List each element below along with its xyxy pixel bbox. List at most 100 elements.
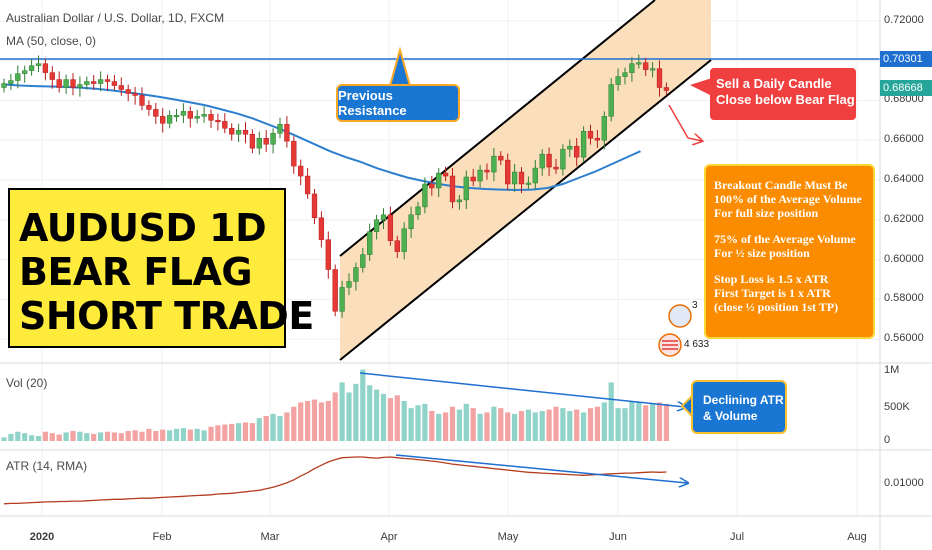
volume-bar: [367, 385, 373, 441]
rule-full-size: Breakout Candle Must Be 100% of the Aver…: [714, 178, 862, 220]
candle-down: [242, 130, 249, 135]
volume-bar: [173, 428, 180, 441]
volume-bar: [208, 426, 214, 441]
candle-down: [298, 165, 304, 177]
candle-down: [546, 153, 552, 168]
candle-up: [401, 228, 407, 252]
volume-bar: [104, 431, 111, 441]
candle-up: [173, 115, 180, 118]
volume-bar: [298, 402, 304, 441]
price-axis-tick: 0.66000: [884, 133, 924, 146]
candle-up: [166, 115, 173, 124]
price-axis-tick: 0.62000: [884, 212, 924, 225]
volume-bar: [201, 430, 207, 441]
resistance-price-tag: 0.70301: [880, 51, 932, 67]
volume-bar: [70, 431, 76, 441]
time-axis-tick: Mar: [260, 531, 280, 543]
atr-trend-arrow: [395, 454, 687, 483]
volume-bar: [284, 412, 290, 441]
volume-bar: [249, 423, 255, 441]
volume-bar: [360, 369, 366, 441]
volume-bar: [311, 399, 318, 441]
volume-bar: [35, 436, 42, 441]
volume-bar: [125, 431, 131, 441]
candle-up: [360, 254, 366, 268]
resistance-callout-text: Previous Resistance: [338, 88, 407, 118]
candle-down: [553, 166, 559, 170]
volume-bar: [29, 435, 35, 441]
volume-bar: [180, 428, 186, 441]
volume-bar: [643, 405, 649, 441]
volume-bar: [187, 429, 193, 441]
volume-bar: [139, 431, 145, 441]
volume-bar: [98, 432, 104, 441]
candle-down: [643, 62, 649, 70]
volume-bar: [160, 429, 166, 441]
volume-bar: [553, 406, 559, 441]
volume-bar: [663, 403, 669, 441]
badge-flag-stripes: [662, 340, 678, 350]
candle-down: [139, 95, 145, 106]
candle-down: [49, 72, 55, 80]
sell-callout-pointer: [690, 78, 712, 96]
volume-bar: [518, 411, 525, 441]
candles-group: [1, 54, 670, 318]
candle-up: [415, 206, 421, 216]
candle-up: [608, 84, 614, 117]
flag-badges: [658, 304, 692, 357]
trade-rules-callout: Breakout Candle Must Be 100% of the Aver…: [704, 164, 875, 339]
atr-line: [3, 456, 667, 505]
badge-top-count: 3: [692, 300, 698, 311]
time-axis-tick: Jun: [609, 531, 627, 543]
volume-bar: [277, 416, 283, 441]
time-axis-tick: 2020: [29, 531, 55, 543]
candle-down: [470, 176, 476, 182]
candle-up: [339, 287, 345, 312]
volume-bar: [525, 409, 531, 441]
time-axis-tick: Aug: [847, 531, 867, 543]
symbol-title: Australian Dollar / U.S. Dollar, 1D, FXC…: [6, 11, 225, 25]
resistance-callout: Previous Resistance: [336, 84, 460, 122]
candle-up: [22, 70, 28, 74]
volume-bar: [215, 425, 221, 441]
candle-up: [63, 79, 69, 88]
volume-bar: [84, 433, 90, 441]
candle-down: [518, 171, 525, 185]
candle-down: [304, 175, 311, 195]
candle-up: [380, 214, 387, 221]
candle-up: [456, 199, 463, 203]
atr-axis-tick: 0.01000: [884, 477, 924, 489]
volume-bar: [470, 408, 476, 441]
volume-bar: [236, 423, 242, 441]
volume-bar: [456, 409, 462, 441]
volume-bar: [332, 392, 338, 441]
candle-down: [104, 79, 111, 82]
volume-bar: [601, 402, 607, 441]
candle-up: [532, 167, 538, 184]
volume-bar: [146, 428, 152, 441]
candle-up: [373, 219, 380, 232]
volume-bar: [656, 402, 663, 441]
badge-globe-icon: [668, 304, 692, 328]
volume-bar: [132, 430, 138, 441]
candle-down: [387, 214, 394, 241]
candle-up: [367, 231, 373, 255]
candle-down: [663, 87, 670, 91]
volume-bar: [650, 403, 656, 441]
last-price-tag: 0.68668: [880, 80, 932, 96]
volume-bar: [1, 437, 7, 441]
candle-up: [649, 68, 656, 71]
price-axis-tick: 0.64000: [884, 173, 924, 185]
candle-up: [15, 73, 21, 81]
candle-up: [601, 116, 607, 141]
candle-down: [587, 131, 594, 139]
volume-bar: [263, 416, 269, 441]
candle-down: [249, 134, 256, 149]
volume-bar: [546, 409, 552, 441]
candle-up: [1, 83, 7, 88]
candle-up: [277, 124, 283, 134]
candle-down: [160, 116, 166, 124]
candle-down: [484, 169, 490, 173]
candle-down: [153, 109, 159, 117]
atr-legend: ATR (14, RMA): [6, 459, 88, 473]
